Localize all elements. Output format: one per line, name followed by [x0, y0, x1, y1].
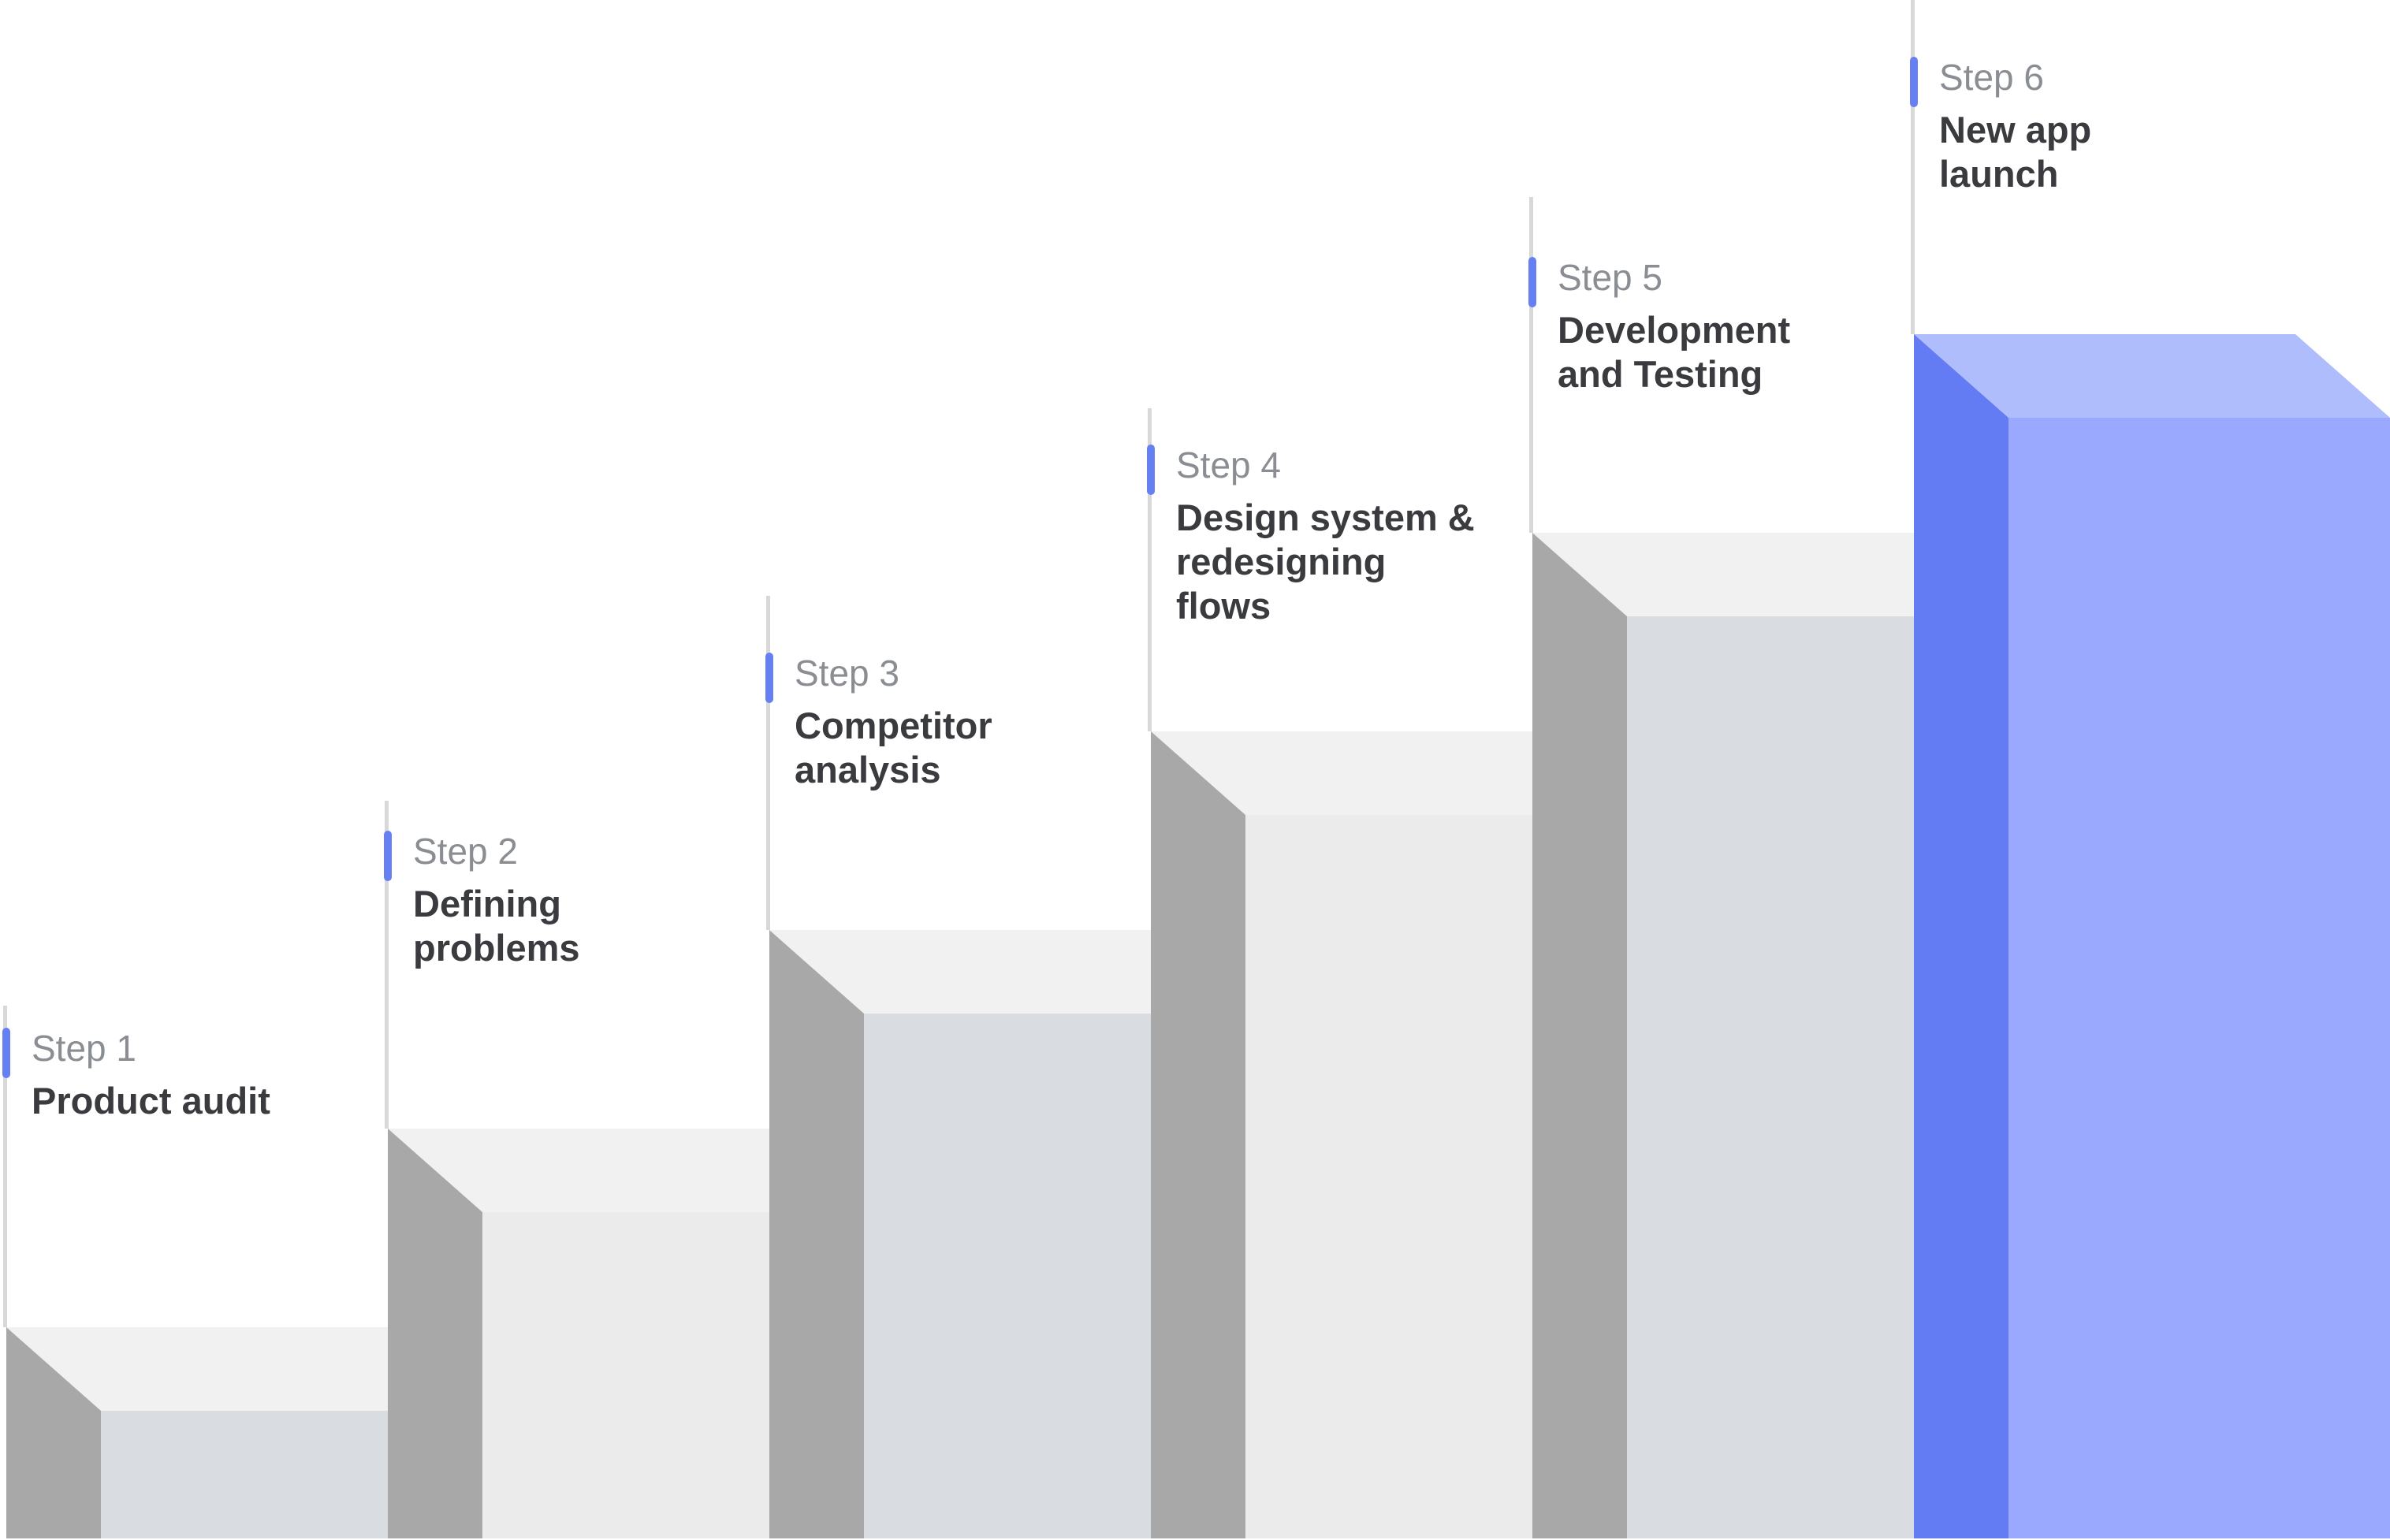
step-4-side: [1151, 731, 1245, 1538]
step-3-marker: [765, 653, 773, 703]
step-guides: [2, 0, 1918, 1327]
step-6-front: [2008, 418, 2390, 1538]
step-1-title: Product audit: [32, 1080, 270, 1122]
step-3-top: [769, 930, 1245, 1014]
step-6-number: Step 6: [1939, 57, 2044, 98]
step-5-marker: [1528, 257, 1536, 307]
step-3-caption: Step 3 Competitor analysis: [795, 650, 992, 792]
step-6-title: New app launch: [1939, 109, 2092, 195]
step-3-number: Step 3: [795, 653, 899, 694]
step-4-front: [1245, 815, 1627, 1538]
step-6-marker: [1910, 57, 1918, 107]
step-4-guide-line: [1148, 408, 1152, 731]
step-2-marker: [384, 831, 392, 881]
step-2-number: Step 2: [413, 831, 518, 872]
step-5-number: Step 5: [1558, 257, 1662, 298]
step-5-side: [1532, 533, 1627, 1538]
step-4-number: Step 4: [1176, 445, 1281, 485]
step-5-top: [1532, 533, 2008, 616]
step-3-title: Competitor analysis: [795, 705, 992, 790]
step-6-guide-line: [1911, 0, 1915, 334]
step-2-side: [388, 1129, 482, 1538]
step-3-side: [769, 930, 864, 1538]
step-1-marker: [2, 1028, 10, 1078]
step-1-guide-line: [3, 1006, 7, 1327]
step-1-front: [101, 1411, 482, 1538]
step-1-top: [6, 1327, 482, 1411]
step-5-guide-line: [1529, 197, 1533, 533]
step-4-top: [1151, 731, 1627, 815]
step-1-number: Step 1: [32, 1028, 136, 1069]
step-blocks: [6, 334, 2390, 1538]
step-2-caption: Step 2 Defining problems: [413, 828, 580, 970]
step-1-side: [6, 1327, 101, 1538]
step-3-guide-line: [766, 596, 770, 930]
step-6-top: [1914, 334, 2390, 418]
step-6-caption: Step 6 New app launch: [1939, 54, 2091, 196]
step-5-front: [1627, 616, 2008, 1538]
step-5-caption: Step 5 Development and Testing: [1558, 255, 1790, 396]
step-1-caption: Step 1 Product audit: [32, 1025, 270, 1123]
step-4-caption: Step 4 Design system & redesigning flows: [1176, 442, 1475, 628]
step-2-front: [482, 1212, 864, 1538]
step-4-marker: [1147, 445, 1155, 495]
step-2-title: Defining problems: [413, 883, 580, 969]
step-6-side: [1914, 334, 2008, 1538]
step-2-guide-line: [385, 801, 389, 1129]
step-2-top: [388, 1129, 864, 1212]
step-3-front: [864, 1014, 1245, 1538]
step-4-title: Design system & redesigning flows: [1176, 497, 1475, 627]
step-5-title: Development and Testing: [1558, 309, 1791, 395]
